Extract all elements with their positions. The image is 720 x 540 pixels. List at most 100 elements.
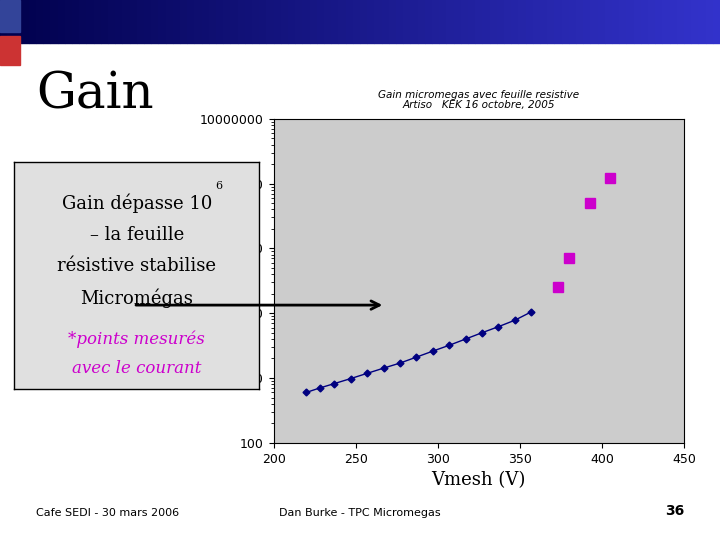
Y-axis label: Gain: Gain — [176, 260, 194, 302]
Bar — [36, 0, 43, 43]
Text: Cafe SEDI - 30 mars 2006: Cafe SEDI - 30 mars 2006 — [36, 508, 179, 518]
Text: Gain dépasse 10: Gain dépasse 10 — [62, 193, 212, 213]
Bar — [65, 0, 72, 43]
Bar — [130, 0, 137, 43]
Bar — [454, 0, 461, 43]
Bar — [331, 0, 338, 43]
Bar — [338, 0, 346, 43]
Text: résistive stabilise: résistive stabilise — [58, 258, 216, 275]
Text: Micromégas: Micromégas — [81, 288, 193, 308]
Bar — [504, 0, 511, 43]
Bar — [230, 0, 238, 43]
Bar — [202, 0, 209, 43]
Bar — [396, 0, 403, 43]
Bar — [706, 0, 713, 43]
Bar — [101, 0, 108, 43]
Bar — [252, 0, 259, 43]
Bar — [446, 0, 454, 43]
Bar — [108, 0, 115, 43]
Bar — [634, 0, 641, 43]
Bar — [0, 36, 20, 65]
Bar — [382, 0, 389, 43]
Bar — [497, 0, 504, 43]
Bar — [158, 0, 166, 43]
Bar — [137, 0, 144, 43]
Bar — [238, 0, 245, 43]
Bar — [29, 0, 36, 43]
Bar — [295, 0, 302, 43]
Bar — [209, 0, 216, 43]
Bar — [7, 0, 14, 43]
Bar — [94, 0, 101, 43]
Bar — [22, 0, 29, 43]
X-axis label: Vmesh (V): Vmesh (V) — [431, 471, 526, 489]
Bar — [432, 0, 439, 43]
Text: Dan Burke - TPC Micromegas: Dan Burke - TPC Micromegas — [279, 508, 441, 518]
Bar — [194, 0, 202, 43]
Bar — [79, 0, 86, 43]
Bar — [533, 0, 540, 43]
Bar — [360, 0, 367, 43]
Bar — [526, 0, 533, 43]
Bar — [461, 0, 468, 43]
Bar — [511, 0, 518, 43]
Bar — [86, 0, 94, 43]
Bar — [317, 0, 324, 43]
Bar — [713, 0, 720, 43]
Bar — [166, 0, 173, 43]
Bar — [288, 0, 295, 43]
Bar — [115, 0, 122, 43]
Bar — [626, 0, 634, 43]
Bar — [43, 0, 50, 43]
Bar — [374, 0, 382, 43]
Text: avec le courant: avec le courant — [72, 360, 202, 377]
Bar — [684, 0, 691, 43]
Bar — [266, 0, 274, 43]
Bar — [662, 0, 670, 43]
Bar — [14, 0, 22, 43]
Bar — [367, 0, 374, 43]
Bar — [482, 0, 490, 43]
Text: Gain: Gain — [36, 70, 153, 120]
Bar — [418, 0, 425, 43]
Bar — [0, 0, 7, 43]
Bar — [389, 0, 396, 43]
Bar — [58, 0, 65, 43]
Text: Artiso   KEK 16 octobre, 2005: Artiso KEK 16 octobre, 2005 — [402, 100, 555, 110]
Bar — [605, 0, 612, 43]
Bar — [590, 0, 598, 43]
Bar — [259, 0, 266, 43]
Bar — [612, 0, 619, 43]
Bar — [648, 0, 655, 43]
Bar — [518, 0, 526, 43]
Bar — [641, 0, 648, 43]
Bar — [583, 0, 590, 43]
Bar — [274, 0, 281, 43]
Bar — [324, 0, 331, 43]
Bar — [281, 0, 288, 43]
Bar — [468, 0, 475, 43]
Bar — [403, 0, 410, 43]
Bar — [180, 0, 187, 43]
Bar — [310, 0, 317, 43]
Text: – la feuille: – la feuille — [90, 226, 184, 244]
Bar — [540, 0, 547, 43]
Bar — [691, 0, 698, 43]
Bar — [50, 0, 58, 43]
Bar — [0, 0, 20, 32]
Bar — [475, 0, 482, 43]
Bar — [72, 0, 79, 43]
Bar — [490, 0, 497, 43]
Bar — [547, 0, 554, 43]
Bar — [554, 0, 562, 43]
Bar — [439, 0, 446, 43]
Bar — [655, 0, 662, 43]
Bar — [346, 0, 353, 43]
Bar — [576, 0, 583, 43]
Bar — [619, 0, 626, 43]
Text: 6: 6 — [215, 181, 222, 191]
Bar — [302, 0, 310, 43]
Bar — [698, 0, 706, 43]
Bar — [677, 0, 684, 43]
Bar — [245, 0, 252, 43]
